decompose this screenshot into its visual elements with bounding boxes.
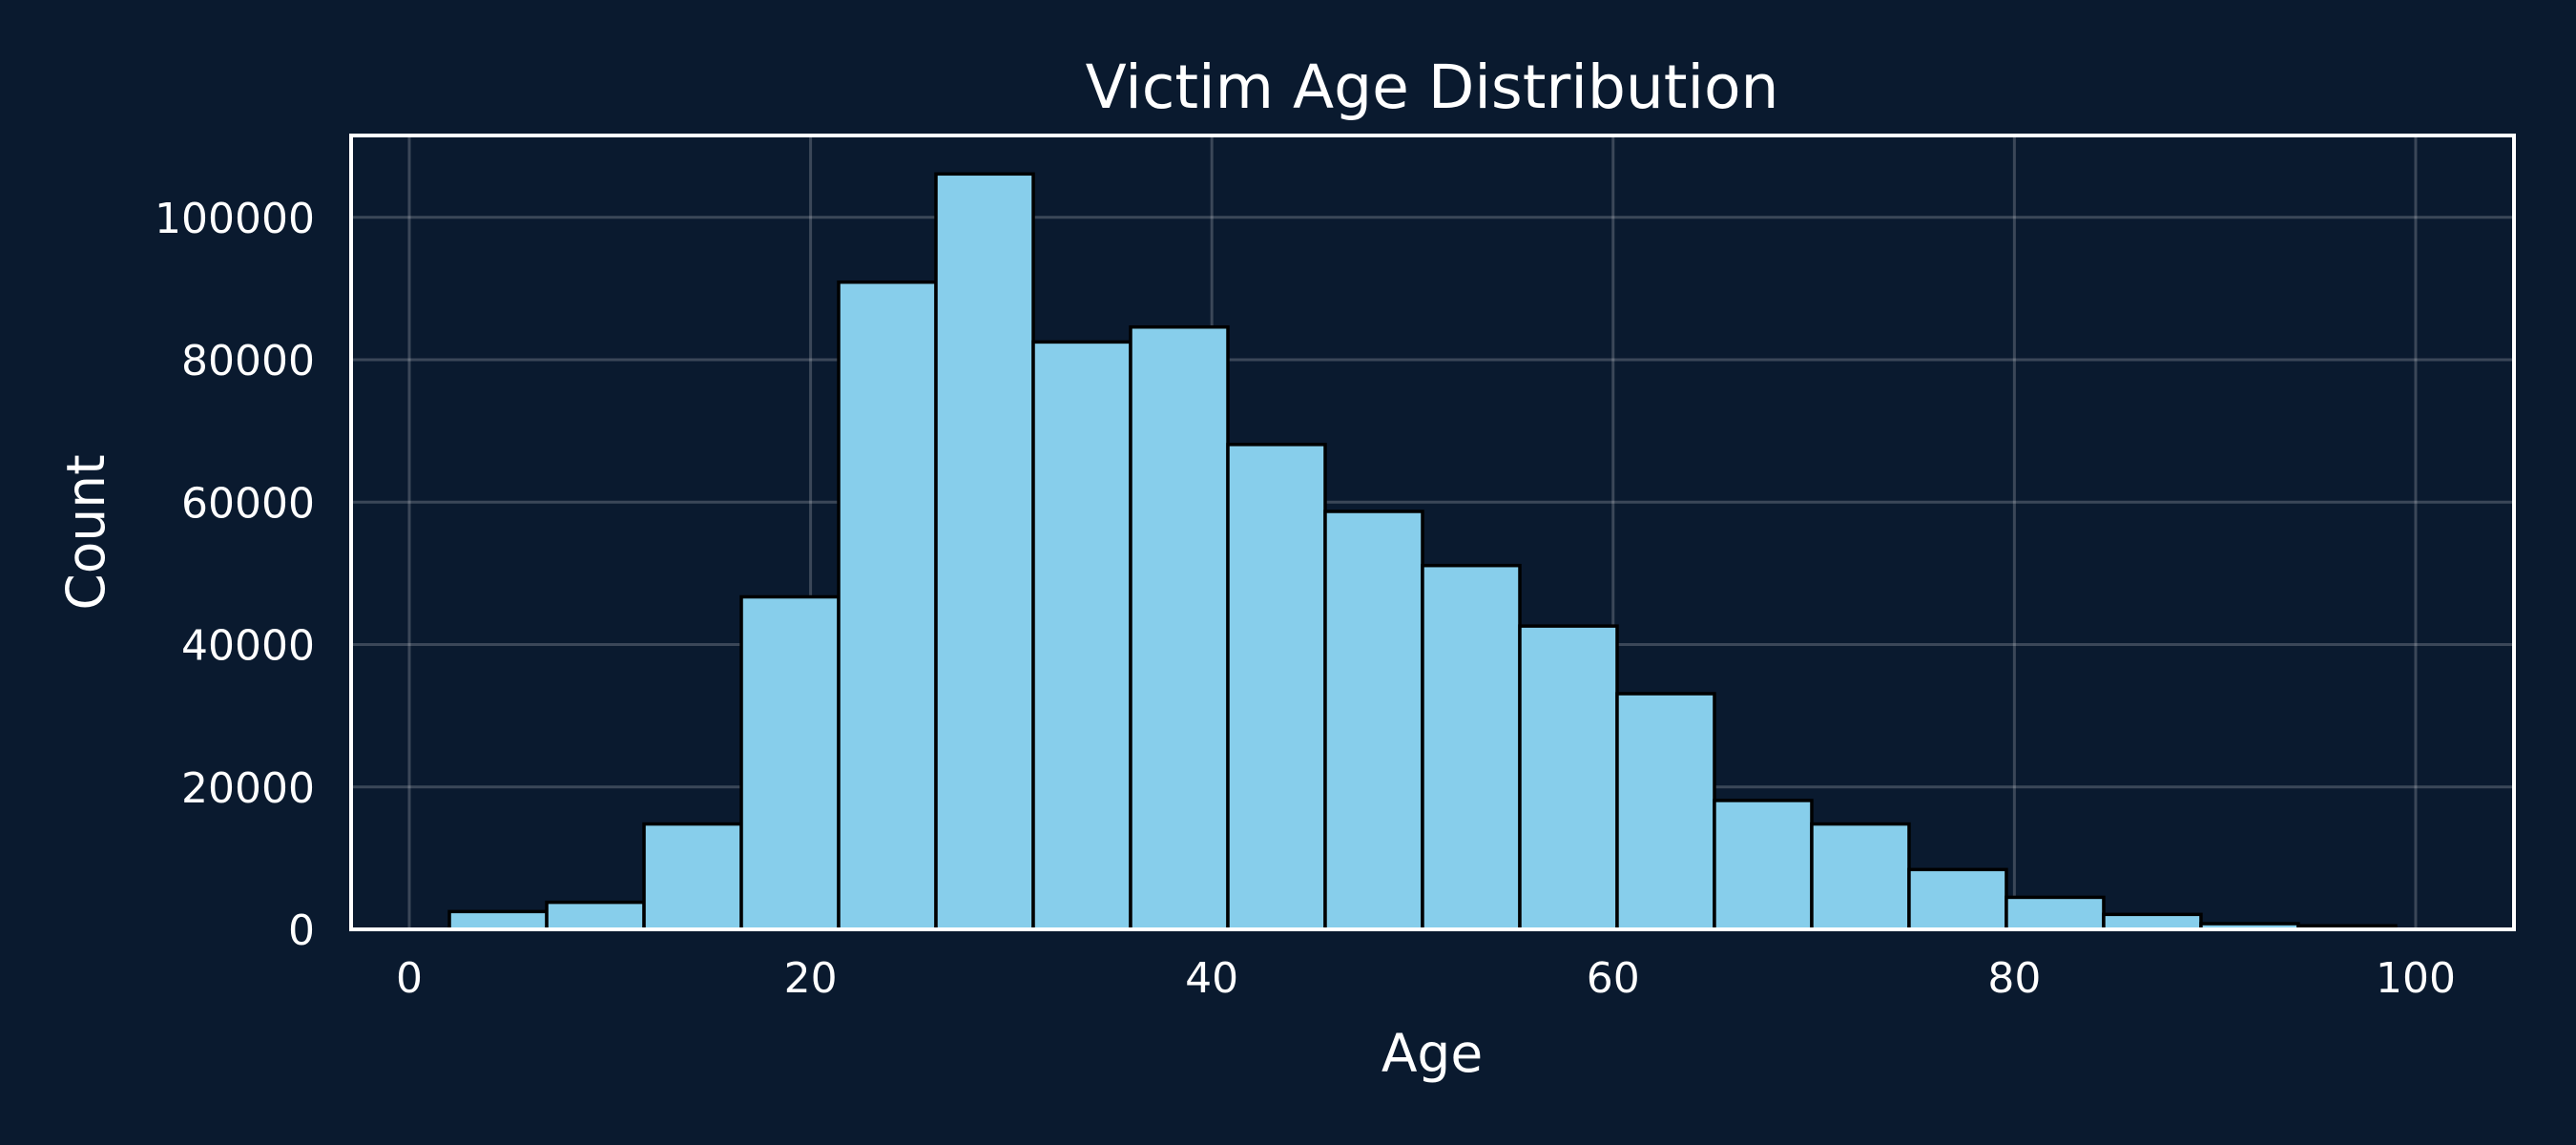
histogram-bar — [1810, 822, 1911, 931]
chart-title: Victim Age Distribution — [1086, 52, 1779, 122]
histogram-bars — [447, 172, 2398, 931]
y-axis-label: Count — [55, 454, 116, 610]
histogram-bar — [1226, 443, 1327, 931]
histogram-bar — [1031, 340, 1132, 931]
x-axis-ticks: 0 20 40 60 80 100 — [396, 954, 2456, 1003]
y-tick-label: 0 — [288, 906, 315, 955]
y-tick-label: 60000 — [181, 479, 315, 528]
x-tick-label: 0 — [396, 954, 423, 1003]
histogram-bar — [837, 280, 938, 931]
histogram-bar — [1129, 324, 1230, 931]
y-axis-ticks: 0 20000 40000 60000 80000 100000 — [155, 195, 315, 955]
x-tick-label: 80 — [1987, 954, 2041, 1003]
y-tick-label: 40000 — [181, 622, 315, 671]
y-tick-label: 100000 — [155, 195, 315, 243]
plot-frame — [349, 134, 2516, 931]
histogram-bar — [1323, 510, 1424, 931]
histogram-bar — [642, 822, 743, 931]
histogram-bar — [934, 172, 1035, 931]
histogram-bar — [2005, 895, 2106, 931]
x-tick-label: 40 — [1185, 954, 1238, 1003]
x-tick-label: 60 — [1587, 954, 1640, 1003]
y-tick-label: 20000 — [181, 764, 315, 813]
x-tick-label: 100 — [2376, 954, 2456, 1003]
histogram-bar — [545, 900, 646, 931]
histogram-bar — [1713, 799, 1814, 931]
histogram-bar — [1907, 867, 2008, 931]
histogram-bar — [447, 909, 549, 931]
histogram-bar — [1518, 624, 1619, 931]
x-tick-label: 20 — [784, 954, 838, 1003]
histogram-bar — [1615, 692, 1716, 931]
histogram-bar — [1421, 563, 1522, 931]
x-axis-label: Age — [1381, 1023, 1483, 1084]
y-tick-label: 80000 — [181, 337, 315, 385]
histogram-bar — [2102, 912, 2203, 931]
histogram-bar — [739, 594, 841, 931]
